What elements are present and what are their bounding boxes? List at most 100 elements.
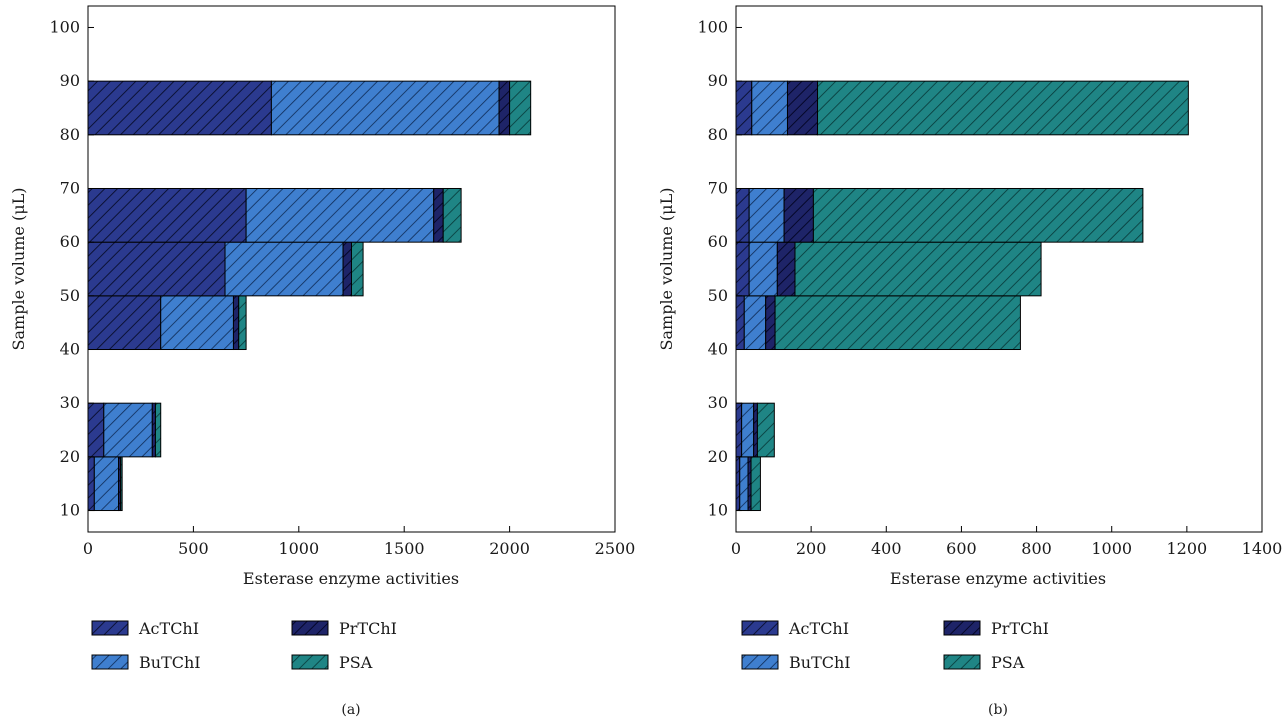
panel-a-bar-psa-45 bbox=[238, 295, 247, 351]
panel-b-bar-psa-25 bbox=[756, 402, 775, 458]
panel-b-bar-butchi-15 bbox=[739, 456, 749, 512]
panel-b-bar-prtchi-55 bbox=[776, 241, 796, 297]
panel-a-bar-butchi-85 bbox=[270, 80, 500, 136]
panel-a-bar-prtchi-45 bbox=[232, 295, 240, 351]
panel-b-x-tick-label: 1400 bbox=[1242, 539, 1283, 558]
panel-b-bar-psa-85 bbox=[817, 80, 1189, 136]
panel-b-y-tick-label: 20 bbox=[708, 447, 728, 466]
panel-a-bar-psa-85 bbox=[509, 80, 532, 136]
panel-a-y-tick-label: 50 bbox=[60, 286, 80, 305]
panel-b-y-tick-label: 100 bbox=[697, 17, 728, 36]
panel-a-legend-swatch-psa bbox=[291, 654, 329, 670]
panel-a-y-tick-label: 100 bbox=[49, 17, 80, 36]
panel-b: 0 200 400 600 800 1000 1200 1400 10 20 30 40 50 60 70… bbox=[657, 5, 1282, 718]
panel-a-bar-actchi-45 bbox=[87, 295, 162, 351]
panel-b-bar-psa-65 bbox=[812, 187, 1144, 243]
panel-b-y-ticks: 10 20 30 40 50 60 70 80 90 100 bbox=[697, 17, 742, 520]
panel-b-legend-label-psa: PSA bbox=[991, 653, 1025, 672]
panel-b-bar-actchi-25 bbox=[735, 402, 743, 458]
panel-b-y-tick-label: 80 bbox=[708, 125, 728, 144]
panel-b-bar-prtchi-85 bbox=[786, 80, 819, 136]
panel-a-bar-prtchi-65 bbox=[433, 187, 444, 243]
panel-b-legend-swatch-actchi bbox=[741, 620, 779, 636]
panel-a-x-tick-label: 1500 bbox=[384, 539, 425, 558]
panel-b-y-tick-label: 90 bbox=[708, 71, 728, 90]
panel-a-bar-actchi-55 bbox=[87, 241, 226, 297]
panel-b-bar-actchi-15 bbox=[735, 456, 741, 512]
panel-b-x-tick-label: 1000 bbox=[1091, 539, 1132, 558]
panel-a-bar-psa-65 bbox=[442, 187, 462, 243]
panel-a-x-tick-label: 2000 bbox=[489, 539, 530, 558]
panel-b-bar-butchi-65 bbox=[748, 187, 785, 243]
panel-a-legend-swatch-prtchi bbox=[291, 620, 329, 636]
panel-a-y-tick-label: 60 bbox=[60, 232, 80, 251]
panel-a-frame bbox=[87, 5, 616, 533]
panel-b-y-tick-label: 50 bbox=[708, 286, 728, 305]
panel-a-legend-swatch-actchi bbox=[91, 620, 129, 636]
panel-a-legend-swatch-butchi bbox=[91, 654, 129, 670]
panel-a-bar-actchi-15 bbox=[87, 456, 95, 512]
panel-b-bar-butchi-85 bbox=[751, 80, 788, 136]
panel-a-bar-psa-15 bbox=[120, 456, 123, 512]
panel-a: 0 500 1000 1500 2000 2500 1020304050607080901… bbox=[9, 5, 635, 718]
panel-a-legend-label-butchi: BuTChI bbox=[139, 653, 201, 672]
panel-b-legend-swatch-psa bbox=[943, 654, 981, 670]
panel-b-bar-psa-55 bbox=[794, 241, 1042, 297]
panel-a-bar-actchi-85 bbox=[87, 80, 272, 136]
panel-a-legend-label-actchi: AcTChI bbox=[138, 619, 199, 638]
panel-b-plot bbox=[735, 80, 1189, 512]
panel-b-x-tick-label: 800 bbox=[1021, 539, 1052, 558]
panel-b-bar-prtchi-45 bbox=[765, 295, 776, 351]
panel-a-x-tick-label: 2500 bbox=[595, 539, 636, 558]
panel-b-x-tick-label: 0 bbox=[731, 539, 741, 558]
panel-a-bar-butchi-25 bbox=[103, 402, 153, 458]
panel-b-y-tick-label: 70 bbox=[708, 178, 728, 197]
panel-b-legend: AcTChI PrTChI BuTChI PSA bbox=[741, 619, 1049, 672]
panel-b-bar-psa-45 bbox=[774, 295, 1021, 351]
panel-b-legend-label-actchi: AcTChI bbox=[788, 619, 849, 638]
panel-a-y-tick-label: 30 bbox=[60, 393, 80, 412]
panel-b-legend-label-butchi: BuTChI bbox=[789, 653, 851, 672]
panel-b-x-ticks: 0 200 400 600 800 1000 1200 1400 bbox=[731, 526, 1282, 558]
panel-b-y-tick-label: 30 bbox=[708, 393, 728, 412]
panel-b-bar-prtchi-25 bbox=[753, 402, 758, 458]
panel-b-bar-actchi-65 bbox=[735, 187, 750, 243]
panel-a-bar-prtchi-55 bbox=[342, 241, 352, 297]
panel-a-y-tick-label: 70 bbox=[60, 178, 80, 197]
panel-a-x-tick-label: 0 bbox=[83, 539, 93, 558]
panel-a-legend-label-prtchi: PrTChI bbox=[339, 619, 397, 638]
panel-b-legend-swatch-prtchi bbox=[943, 620, 981, 636]
panel-a-bar-prtchi-85 bbox=[498, 80, 511, 136]
panel-a-y-tick-label: 40 bbox=[60, 340, 80, 359]
panel-a-legend-label-psa: PSA bbox=[339, 653, 373, 672]
panel-a-bar-psa-25 bbox=[154, 402, 162, 458]
panel-b-bar-actchi-55 bbox=[735, 241, 750, 297]
panel-a-x-ticks: 0 500 1000 1500 2000 2500 bbox=[83, 526, 635, 558]
panel-a-y-tick-label: 80 bbox=[60, 125, 80, 144]
panel-a-y-axis-title: Sample volume (μL) bbox=[9, 188, 28, 351]
panel-a-bar-butchi-45 bbox=[160, 295, 234, 351]
panel-b-legend-label-prtchi: PrTChI bbox=[991, 619, 1049, 638]
panel-b-x-tick-label: 400 bbox=[871, 539, 902, 558]
panel-b-x-tick-label: 600 bbox=[946, 539, 977, 558]
panel-b-label: (b) bbox=[988, 702, 1008, 718]
panel-b-bar-butchi-25 bbox=[741, 402, 755, 458]
panel-b-y-tick-label: 60 bbox=[708, 232, 728, 251]
panel-b-bar-butchi-45 bbox=[743, 295, 767, 351]
panel-b-x-axis-title: Esterase enzyme activities bbox=[890, 569, 1106, 588]
panel-a-bar-butchi-65 bbox=[245, 187, 435, 243]
panel-a-y-ticks: 10 20 30 40 50 60 70 80 90 100 bbox=[49, 17, 94, 520]
panel-a-y-tick-label: 90 bbox=[60, 71, 80, 90]
panel-a-bar-psa-55 bbox=[351, 241, 364, 297]
panel-a-bar-butchi-55 bbox=[224, 241, 344, 297]
panel-b-bar-actchi-85 bbox=[735, 80, 753, 136]
panel-a-plot bbox=[87, 80, 532, 512]
panel-b-legend-swatch-butchi bbox=[741, 654, 779, 670]
panel-b-bar-prtchi-65 bbox=[783, 187, 814, 243]
panel-a-bar-butchi-15 bbox=[93, 456, 120, 512]
panel-b-y-tick-label: 40 bbox=[708, 340, 728, 359]
panel-b-bar-psa-15 bbox=[750, 456, 761, 512]
panel-a-y-tick-label: 10 bbox=[60, 501, 80, 520]
panel-a-bar-actchi-25 bbox=[87, 402, 105, 458]
